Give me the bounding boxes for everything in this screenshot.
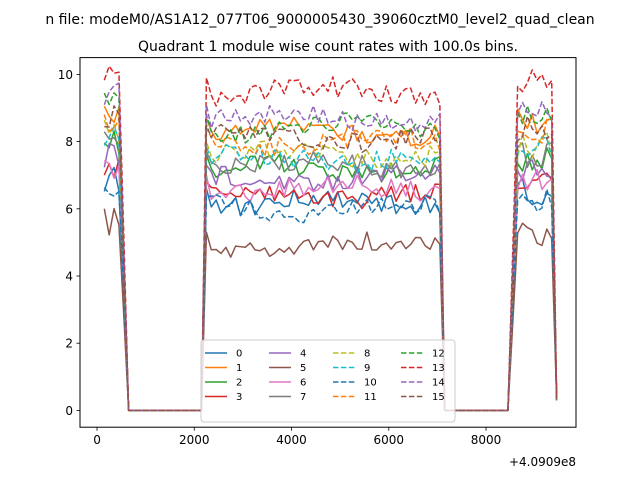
y-tick-label: 0 [65,404,73,418]
legend-label-0: 0 [236,349,242,360]
legend-label-5: 5 [300,363,306,374]
x-offset-text: +4.0909e8 [509,455,576,469]
x-tick-label: 6000 [374,433,405,447]
y-tick-label: 8 [65,135,73,149]
legend-label-1: 1 [236,363,242,374]
x-tick-label: 0 [93,433,101,447]
y-tick-label: 2 [65,337,73,351]
series-line-10 [103,186,558,412]
y-tick-label: 10 [58,68,73,82]
legend-label-11: 11 [364,392,377,403]
legend-label-6: 6 [300,378,306,389]
legend-label-12: 12 [432,349,445,360]
legend-label-7: 7 [300,392,306,403]
legend-label-8: 8 [364,349,370,360]
figure-suptitle: n file: modeM0/AS1A12_077T06_9000005430_… [45,12,594,28]
legend-label-4: 4 [300,349,306,360]
plot-frame [79,57,577,428]
y-tick-label: 6 [65,202,73,216]
legend-label-3: 3 [236,392,242,403]
legend-label-2: 2 [236,378,242,389]
y-tick-label: 4 [65,270,73,284]
legend-label-9: 9 [364,363,370,374]
chart-title: Quadrant 1 module wise count rates with … [138,39,518,55]
legend-label-15: 15 [432,392,445,403]
legend-label-14: 14 [432,378,445,389]
legend-label-10: 10 [364,378,377,389]
legend-frame [200,339,456,423]
x-tick-label: 8000 [471,433,502,447]
x-tick-label: 4000 [276,433,307,447]
x-tick-label: 2000 [179,433,210,447]
legend-label-13: 13 [432,363,445,374]
